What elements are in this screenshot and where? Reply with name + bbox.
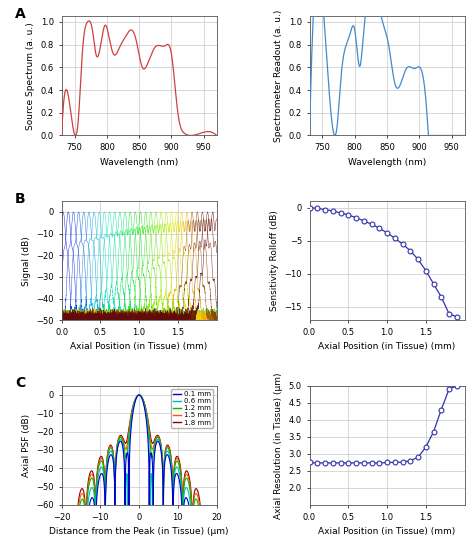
Y-axis label: Spectrometer Readout (a. u.): Spectrometer Readout (a. u.) [274,10,283,142]
X-axis label: Distance from the Peak (in Tissue) (μm): Distance from the Peak (in Tissue) (μm) [49,527,229,536]
X-axis label: Axial Position (in Tissue) (mm): Axial Position (in Tissue) (mm) [319,343,456,351]
Y-axis label: Axial Resolution (in Tissue) (μm): Axial Resolution (in Tissue) (μm) [274,372,283,519]
Y-axis label: Signal (dB): Signal (dB) [22,236,31,286]
Text: A: A [15,7,26,21]
X-axis label: Axial Position (in Tissue) (mm): Axial Position (in Tissue) (mm) [319,527,456,536]
Text: B: B [15,192,26,205]
Y-axis label: Sensitivity Rolloff (dB): Sensitivity Rolloff (dB) [270,210,279,311]
Y-axis label: Source Spectrum (a. u.): Source Spectrum (a. u.) [26,22,35,130]
Text: C: C [15,376,26,390]
X-axis label: Wavelength (nm): Wavelength (nm) [348,157,426,167]
X-axis label: Axial Position (in Tissue) (mm): Axial Position (in Tissue) (mm) [71,343,208,351]
X-axis label: Wavelength (nm): Wavelength (nm) [100,157,178,167]
Legend: 0.1 mm, 0.6 mm, 1.2 mm, 1.5 mm, 1.8 mm: 0.1 mm, 0.6 mm, 1.2 mm, 1.5 mm, 1.8 mm [171,389,213,427]
Y-axis label: Axial PSF (dB): Axial PSF (dB) [22,414,31,477]
